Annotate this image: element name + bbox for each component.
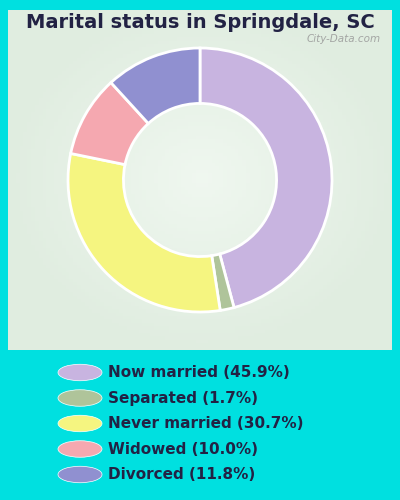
Text: Marital status in Springdale, SC: Marital status in Springdale, SC xyxy=(26,12,374,32)
Wedge shape xyxy=(71,82,148,164)
Wedge shape xyxy=(212,254,234,310)
Text: Divorced (11.8%): Divorced (11.8%) xyxy=(108,467,255,482)
Wedge shape xyxy=(68,154,220,312)
Text: Never married (30.7%): Never married (30.7%) xyxy=(108,416,304,431)
Circle shape xyxy=(58,466,102,483)
Circle shape xyxy=(58,390,102,406)
Circle shape xyxy=(58,441,102,457)
Text: Now married (45.9%): Now married (45.9%) xyxy=(108,365,290,380)
Wedge shape xyxy=(200,48,332,308)
Circle shape xyxy=(58,364,102,381)
Wedge shape xyxy=(111,48,200,124)
Circle shape xyxy=(58,415,102,432)
Text: City-Data.com: City-Data.com xyxy=(306,34,380,44)
Text: Widowed (10.0%): Widowed (10.0%) xyxy=(108,442,258,456)
Text: Separated (1.7%): Separated (1.7%) xyxy=(108,390,258,406)
